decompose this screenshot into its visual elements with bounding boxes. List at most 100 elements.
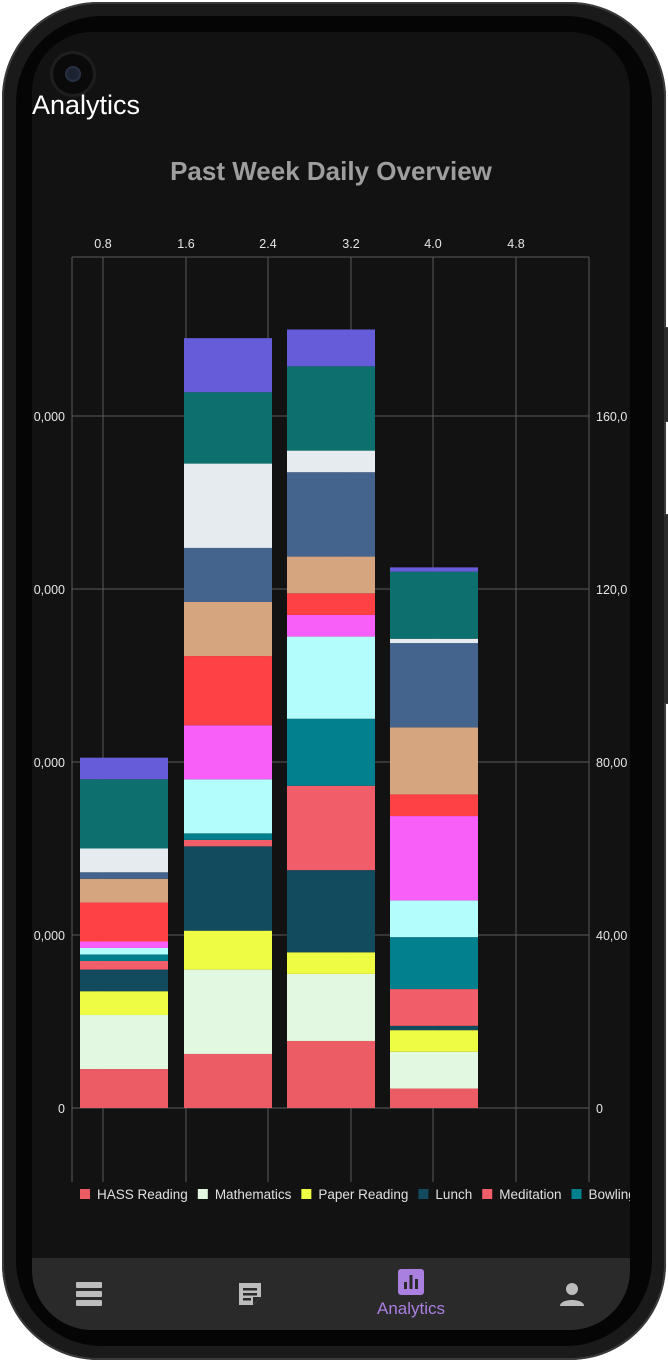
bar-segment [184,392,272,464]
bar-segment [287,593,375,615]
bar-segment [390,727,478,795]
bar-segment [184,463,272,548]
bar-segment [80,779,168,849]
bar-segment [287,366,375,451]
top-axis-tick-label: 1.6 [177,237,194,251]
legend-swatch [418,1189,429,1199]
legend-swatch [80,1189,90,1199]
bar-segment [184,547,272,602]
legend-swatch [301,1189,312,1199]
top-axis-tick-label: 0.8 [94,237,111,251]
right-axis-tick-label: 120,0 [596,583,627,597]
bar-segment [287,556,375,594]
bar-segment [184,833,272,840]
bar-segment [80,1015,168,1070]
person-icon [560,1283,584,1306]
legend-label: Bowling [589,1187,630,1202]
bar-segment [80,902,168,942]
bar-segment [287,973,375,1041]
right-axis-tick-label: 0 [596,1102,603,1116]
left-axis-tick-label: 0 [58,1102,65,1116]
legend-swatch [482,1189,493,1199]
nav-item-profile[interactable] [497,1258,630,1330]
legend-swatch [197,1189,208,1199]
bar-segment [80,947,168,955]
bar-segment [80,848,168,873]
legend-label: HASS Reading [97,1187,188,1202]
note-icon [239,1283,261,1305]
bar-segment [80,1069,168,1108]
bar-segment [390,1088,478,1108]
bar-segment [184,846,272,931]
bar-segment [80,872,168,879]
bar-segment [390,567,478,572]
left-axis-tick-label: 0,000 [34,583,65,597]
bar-segment [390,794,478,817]
bar-segment [287,614,375,637]
left-axis-tick-label: 0,000 [34,756,65,770]
top-axis-tick-label: 4.0 [424,237,441,251]
right-axis-tick-label: 40,00 [596,929,627,943]
legend-label: Paper Reading [318,1187,408,1202]
bar-segment [184,779,272,834]
bar-segment [390,900,478,938]
bar-segment [80,954,168,961]
bar-segment [390,1051,478,1089]
bar-segment [184,1053,272,1108]
power-button [664,514,668,704]
bar-segment [184,656,272,726]
list-icon [76,1282,102,1306]
bar-segment [390,1025,478,1031]
left-axis-tick-label: 0,000 [34,929,65,943]
bar-segment [287,785,375,871]
volume-button [664,327,668,422]
bar-segment [287,870,375,953]
bar-segment [80,991,168,1016]
page-title: Analytics [32,90,141,120]
analytics-icon [398,1269,424,1295]
bar-segment [287,329,375,367]
bar-segment [184,338,272,393]
top-axis-tick-label: 4.8 [507,237,524,251]
bar-segment [390,989,478,1026]
bar-segment [80,960,168,970]
bar-segment [390,1030,478,1052]
bar-segment [287,1040,375,1108]
bar-segment [184,930,272,970]
bar-segment [80,757,168,780]
bar-segment [287,450,375,473]
bar-segment [390,816,478,901]
bar-segment [390,643,478,728]
nav-item-analytics[interactable]: Analytics [336,1258,486,1330]
camera-icon [53,54,93,94]
top-axis-tick-label: 3.2 [342,237,359,251]
nav-label-analytics: Analytics [376,1299,446,1318]
bar-segment [287,472,375,557]
legend-swatch [571,1189,582,1199]
top-axis-tick-label: 2.4 [259,237,276,251]
nav-item-notes[interactable] [175,1258,325,1330]
bar-segment [287,636,375,719]
stacked-bar-chart: 0.8 1.6 2.4 3.2 4.0 4.8 0 0,000 0,000 0,000 0,000 0… [34,237,630,1202]
bar-segment [287,718,375,786]
bar-segment [184,969,272,1054]
screen: Analytics Past Week Daily Overview 0.8 1.… [32,32,630,1330]
bar-segment [287,952,375,974]
bar-segment [80,878,168,903]
bar-segment [80,969,168,992]
legend-label: Mathematics [215,1187,292,1202]
legend-label: Lunch [435,1187,472,1202]
bar-segment [184,839,272,847]
bar-segment [390,937,478,990]
bar-segment [184,725,272,780]
bottom-navigation: Analytics [32,1258,630,1330]
chart-title: Past Week Daily Overview [170,156,492,186]
bar-segment [390,638,478,644]
right-axis-tick-label: 160,0 [596,410,627,424]
nav-item-list[interactable] [32,1258,164,1330]
bar-segment [390,571,478,639]
left-axis-tick-label: 0,000 [34,410,65,424]
legend-label: Meditation [499,1187,561,1202]
right-axis-tick-label: 80,00 [596,756,627,770]
bar-segment [184,601,272,657]
